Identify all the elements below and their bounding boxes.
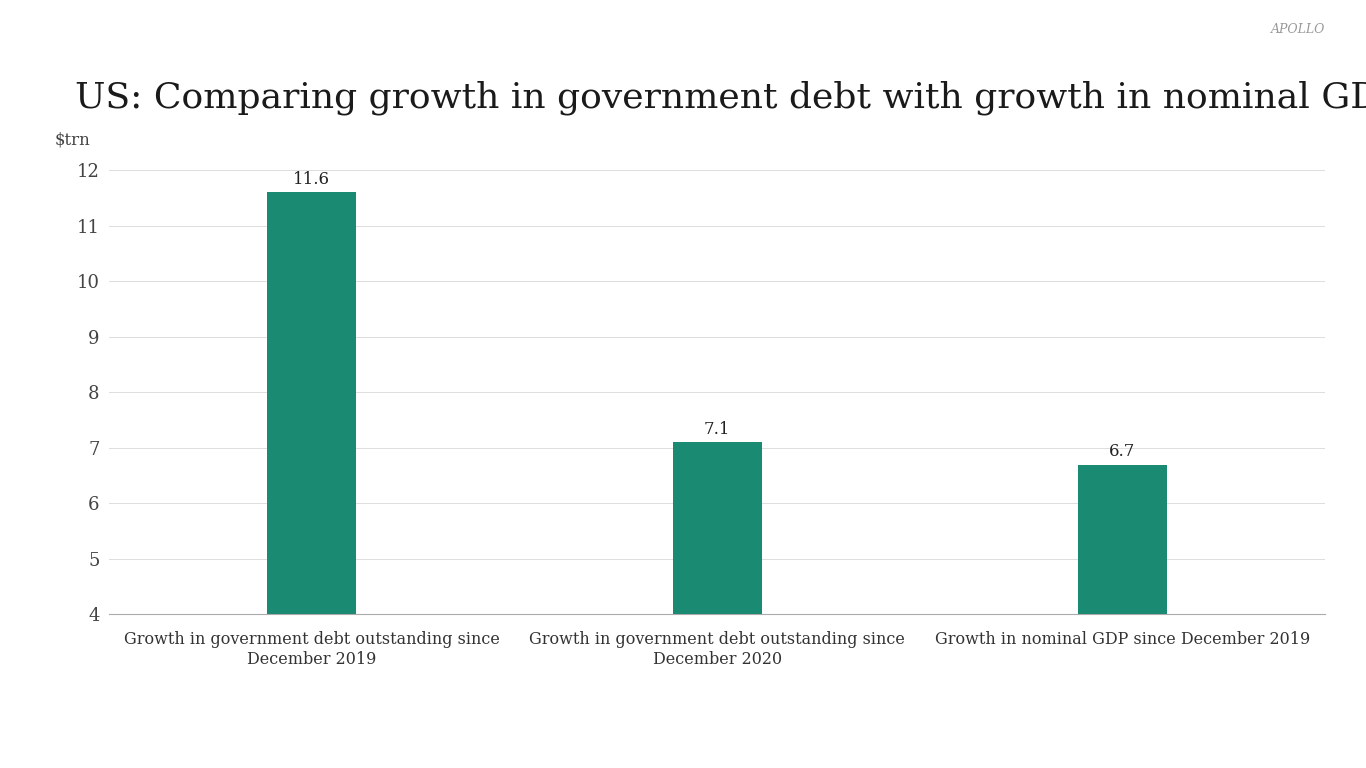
Bar <box>268 193 357 614</box>
Bar <box>672 442 762 614</box>
Text: US: Comparing growth in government debt with growth in nominal GDP: US: Comparing growth in government debt … <box>75 81 1366 115</box>
Text: APOLLO: APOLLO <box>1270 23 1325 36</box>
Text: $trn: $trn <box>55 132 90 149</box>
Text: 11.6: 11.6 <box>294 171 331 188</box>
Text: 7.1: 7.1 <box>703 421 731 438</box>
Bar <box>1078 465 1167 614</box>
Text: 6.7: 6.7 <box>1109 443 1135 460</box>
